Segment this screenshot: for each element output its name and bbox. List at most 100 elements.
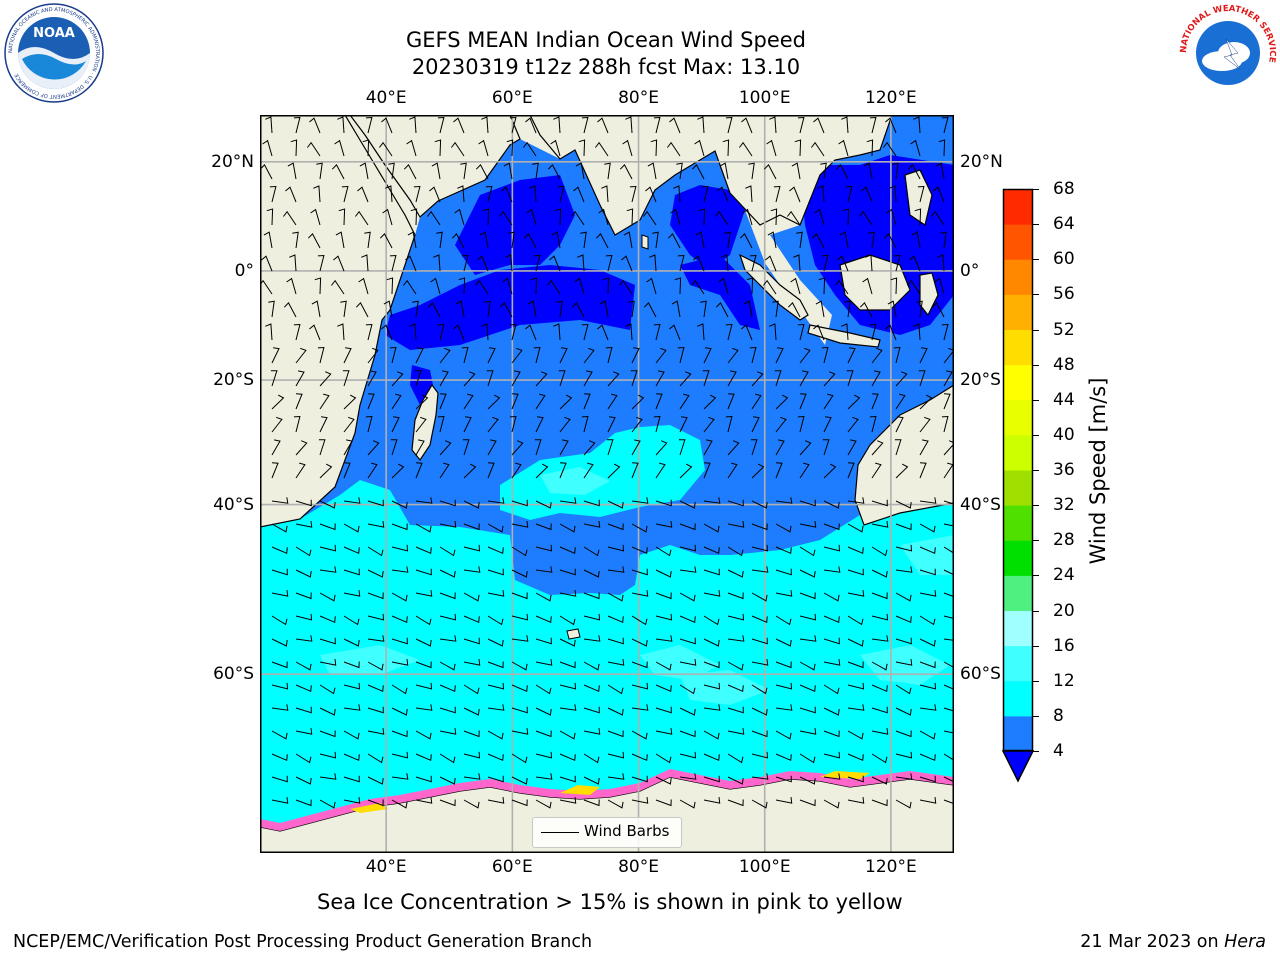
wind-barb-129	[571, 210, 585, 226]
wind-barb-299	[487, 347, 496, 364]
wind-barb-498	[391, 523, 408, 531]
wind-barb-849	[463, 799, 480, 809]
wind-barb-20	[741, 117, 753, 134]
wind-barb-566	[631, 568, 648, 576]
wind-barb-332	[583, 370, 593, 387]
wind-barb-156	[523, 233, 537, 249]
wind-barb-585	[391, 592, 408, 602]
wind-barb-28	[941, 116, 949, 134]
wind-barb-533	[535, 544, 553, 552]
wind-barb-193	[721, 254, 729, 272]
wind-barb-723	[919, 682, 937, 690]
wind-barb-510	[679, 523, 696, 531]
java-land	[807, 324, 881, 348]
chart-title: GEFS MEAN Indian Ocean Wind Speed	[405, 28, 807, 52]
wind-barb-326	[439, 370, 449, 387]
wind-barb-665	[919, 638, 936, 647]
colorbar-extend-triangle	[1001, 750, 1035, 783]
wind-barb-185	[533, 254, 541, 272]
wind-barb-48	[722, 139, 730, 157]
wind-barb-47	[694, 139, 705, 157]
wind-barb-615	[415, 615, 432, 626]
wind-barb-670	[343, 661, 360, 669]
wind-barb-17	[669, 117, 681, 134]
wind-barb-735	[511, 706, 528, 714]
wind-barb-682	[631, 661, 648, 669]
sri-lanka-land	[641, 234, 649, 250]
wind-barb-437	[319, 463, 333, 479]
wind-barb-836	[847, 775, 864, 783]
wind-barb-648	[511, 635, 529, 642]
wind-barb-368	[751, 393, 762, 410]
wind-barb-188	[605, 254, 613, 272]
wind-barb-516	[823, 523, 840, 531]
wind-barb-531	[487, 546, 504, 555]
wind-barb-646	[463, 637, 480, 645]
wind-barb-333	[607, 371, 620, 387]
wind-barb-691	[847, 661, 864, 669]
map-legend: Wind Barbs	[532, 817, 682, 848]
wind-barb-298	[461, 346, 469, 364]
wind-barb-89	[313, 185, 321, 203]
wind-barb-705	[487, 682, 505, 690]
sea-ice-note: Sea Ice Concentration > 15% is shown in …	[317, 890, 903, 914]
wind-barb-802	[727, 753, 744, 764]
wind-barb-351	[343, 394, 357, 410]
wind-barb-478	[607, 500, 624, 509]
wind-barb-334	[630, 370, 638, 387]
wind-barb-269	[453, 324, 465, 341]
wind-barb-101	[601, 185, 609, 203]
wind-barb-753	[943, 707, 954, 712]
wind-barb-675	[463, 659, 481, 666]
wind-barb-550	[943, 546, 954, 554]
wind-barb-83	[863, 162, 873, 180]
wind-barb-486	[799, 499, 816, 507]
wind-barb-787	[367, 753, 384, 764]
wind-barb-841	[271, 797, 289, 804]
wind-barb-544	[799, 546, 816, 557]
wind-barb-152	[436, 231, 443, 249]
wind-barb-374	[895, 393, 906, 410]
wind-barb-553	[319, 566, 337, 573]
wind-barb-600	[751, 592, 768, 602]
wind-barb-408	[318, 439, 326, 456]
wind-barb-756	[319, 730, 336, 738]
wind-barb-569	[703, 568, 720, 576]
wind-barb-331	[558, 370, 566, 387]
colorbar-segment-10	[1003, 364, 1033, 401]
wind-barb-241	[484, 300, 491, 318]
wind-barb-804	[775, 753, 792, 762]
wind-barb-75	[676, 162, 683, 180]
wind-barb-517	[847, 523, 864, 533]
wind-barb-508	[631, 523, 648, 533]
wind-barb-603	[823, 592, 840, 602]
wind-barb-456	[775, 462, 783, 479]
wind-barb-810	[919, 753, 936, 762]
wind-barb-453	[703, 462, 711, 479]
wind-barb-443	[463, 463, 477, 479]
wind-barb-673	[415, 661, 432, 669]
wind-barb-253	[772, 300, 779, 318]
wind-barb-29	[262, 139, 273, 157]
wind-barb-588	[463, 592, 480, 602]
wind-barb-520	[919, 523, 936, 533]
wind-barb-16	[653, 116, 661, 134]
wind-barb-223	[746, 277, 754, 295]
wind-barb-555	[367, 569, 384, 578]
wind-barb-774	[751, 730, 768, 738]
wind-barb-80	[791, 162, 801, 180]
wind-barb-167	[796, 231, 803, 249]
wind-barb-703	[439, 684, 456, 693]
wind-barb-373	[871, 393, 879, 410]
wind-barb-293	[343, 347, 352, 364]
wind-barb-387	[509, 415, 517, 433]
wind-barb-780	[895, 730, 912, 738]
wind-barb-630	[775, 615, 792, 626]
wind-barb-669	[319, 659, 337, 666]
wind-barb-393	[653, 415, 661, 433]
wind-barb-159	[595, 233, 609, 249]
wind-barb-704	[463, 684, 480, 695]
wind-barb-272	[525, 324, 537, 341]
wind-barb-255	[815, 300, 825, 318]
wind-barb-821	[487, 775, 504, 783]
